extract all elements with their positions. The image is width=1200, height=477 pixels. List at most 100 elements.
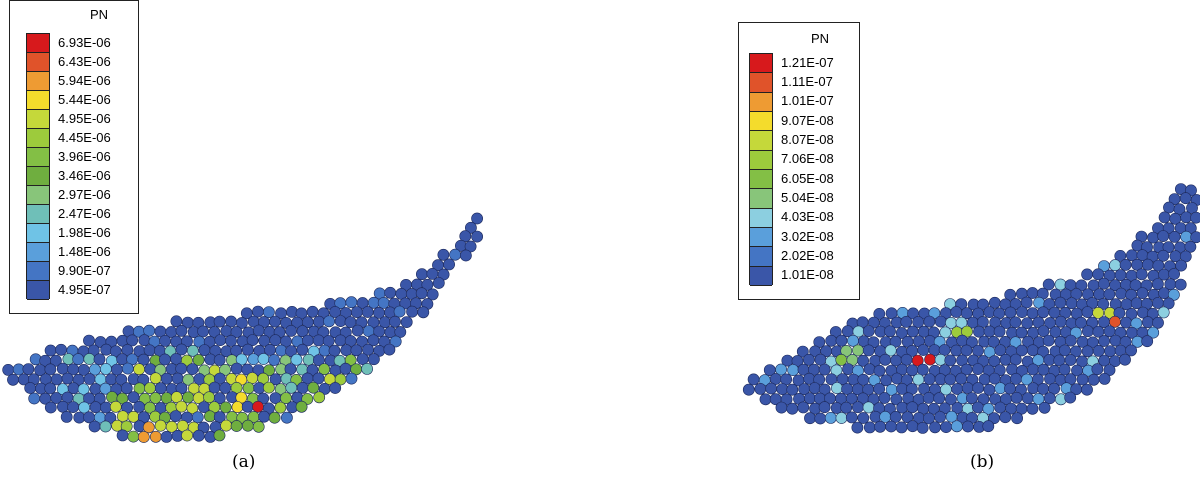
particle bbox=[1157, 306, 1170, 319]
particle bbox=[808, 382, 821, 394]
particle bbox=[1152, 259, 1165, 272]
legend-swatch bbox=[750, 112, 772, 132]
particle bbox=[181, 335, 193, 348]
particle bbox=[160, 430, 173, 443]
legend-swatch bbox=[27, 91, 49, 110]
particle bbox=[268, 411, 281, 424]
particle bbox=[900, 315, 913, 328]
particle bbox=[775, 363, 787, 376]
particle bbox=[1152, 316, 1164, 329]
particle bbox=[345, 372, 358, 385]
particle bbox=[1125, 288, 1138, 301]
particle bbox=[61, 372, 74, 385]
particle bbox=[1190, 211, 1200, 224]
particle bbox=[742, 383, 755, 396]
particle bbox=[93, 353, 106, 366]
particle bbox=[845, 411, 858, 424]
particle bbox=[437, 248, 450, 261]
particle bbox=[235, 353, 248, 366]
particle bbox=[940, 421, 952, 433]
particle bbox=[906, 420, 919, 433]
particle bbox=[1042, 334, 1055, 347]
particle bbox=[929, 421, 941, 434]
particle bbox=[235, 317, 248, 329]
particle bbox=[934, 411, 946, 423]
particle bbox=[1141, 316, 1154, 329]
particle bbox=[1175, 259, 1187, 272]
particle bbox=[225, 334, 237, 347]
particle bbox=[983, 325, 996, 338]
legend-swatch bbox=[27, 72, 49, 91]
particle bbox=[1065, 297, 1078, 310]
legend-swatch bbox=[750, 208, 772, 228]
particle bbox=[1064, 391, 1077, 404]
caption-b: (b) bbox=[970, 452, 995, 472]
legend-tick-label: 2.02E-08 bbox=[781, 248, 834, 263]
particle bbox=[1011, 412, 1023, 425]
particle bbox=[471, 230, 483, 243]
particle bbox=[1130, 297, 1143, 310]
particle bbox=[916, 421, 929, 434]
particle bbox=[158, 353, 171, 366]
particle bbox=[873, 364, 886, 377]
particle bbox=[208, 381, 221, 394]
particle bbox=[814, 412, 827, 425]
particle bbox=[295, 400, 308, 413]
particle bbox=[471, 212, 483, 225]
particle bbox=[1103, 288, 1116, 301]
particle bbox=[109, 400, 122, 413]
particle bbox=[1054, 278, 1067, 291]
particle bbox=[977, 393, 990, 405]
particle bbox=[252, 324, 265, 337]
particle bbox=[252, 400, 264, 413]
particle bbox=[988, 372, 1001, 385]
particle bbox=[840, 344, 853, 357]
particle bbox=[219, 401, 232, 414]
caption-a: (a) bbox=[232, 452, 256, 472]
particle bbox=[890, 393, 903, 406]
particle bbox=[350, 306, 363, 318]
particle bbox=[874, 420, 886, 433]
legend-tick-label: 5.04E-08 bbox=[781, 190, 834, 205]
particle bbox=[842, 363, 855, 375]
particle bbox=[213, 354, 226, 366]
particle bbox=[1054, 315, 1067, 328]
particle bbox=[252, 305, 264, 318]
particle bbox=[247, 353, 260, 366]
particle bbox=[443, 258, 455, 271]
color-bar-b bbox=[749, 53, 773, 286]
particle bbox=[1147, 326, 1160, 339]
particle bbox=[344, 354, 357, 366]
particle bbox=[296, 325, 309, 338]
legend-swatch bbox=[27, 110, 49, 129]
particle bbox=[754, 382, 767, 395]
particle-plot-b bbox=[742, 183, 1200, 434]
particle bbox=[1004, 306, 1017, 319]
particle bbox=[1114, 249, 1127, 262]
particle bbox=[175, 343, 188, 356]
particle bbox=[313, 315, 325, 328]
particle bbox=[1114, 269, 1127, 281]
particle bbox=[1091, 363, 1104, 376]
legend-tick-label: 8.07E-08 bbox=[781, 132, 834, 147]
particle bbox=[1081, 345, 1094, 358]
particle bbox=[891, 372, 903, 385]
particle bbox=[406, 305, 418, 318]
particle bbox=[60, 410, 73, 423]
particle bbox=[1157, 230, 1170, 242]
particle bbox=[961, 382, 974, 394]
particle bbox=[1180, 211, 1193, 224]
legend-tick-label: 1.01E-08 bbox=[781, 267, 834, 283]
particle bbox=[313, 391, 326, 404]
particle bbox=[149, 392, 162, 404]
particle bbox=[417, 306, 430, 319]
particle bbox=[214, 334, 227, 346]
particle bbox=[116, 429, 129, 442]
particle bbox=[1097, 277, 1110, 290]
particle bbox=[1151, 278, 1164, 290]
particle bbox=[44, 382, 57, 395]
particle bbox=[1009, 316, 1022, 329]
particle bbox=[1020, 296, 1033, 309]
particle bbox=[1087, 373, 1100, 386]
particle bbox=[765, 382, 778, 395]
